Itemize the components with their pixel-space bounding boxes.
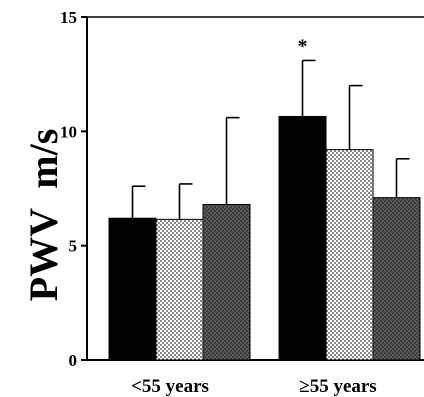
bar: [155, 218, 204, 361]
bars: [108, 59, 421, 361]
bar: [202, 204, 251, 361]
y-tick-label: 10: [60, 122, 77, 141]
bar: [325, 149, 374, 361]
y-tick-label: 15: [60, 8, 77, 27]
y-tick-label: 5: [69, 237, 78, 256]
y-axis-label: PWV m/s: [21, 129, 66, 302]
bar: [372, 197, 421, 361]
bar: [278, 115, 327, 361]
bar: [108, 217, 157, 361]
category-label: <55 years: [131, 376, 209, 397]
category-label: ≥55 years: [299, 376, 376, 397]
y-tick-label: 0: [69, 351, 78, 370]
labels: 0 5 10 15 <55 years ≥55 years *: [60, 8, 377, 397]
significance-marker: *: [298, 35, 308, 57]
